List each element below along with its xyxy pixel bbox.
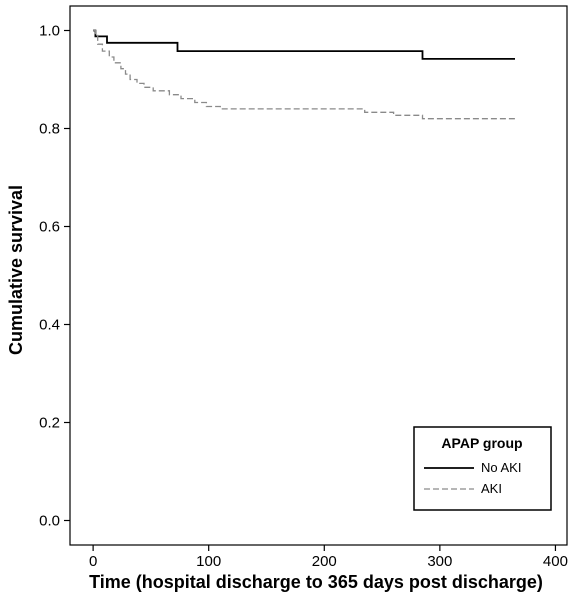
x-tick-label: 0 xyxy=(89,553,97,570)
y-tick-label: 0.2 xyxy=(39,415,60,432)
x-axis-title: Time (hospital discharge to 365 days pos… xyxy=(89,572,543,592)
legend-label-aki: AKI xyxy=(481,481,502,496)
x-tick-label: 400 xyxy=(543,553,568,570)
x-axis-ticks: 0 100 200 300 400 xyxy=(89,545,568,570)
survival-curves xyxy=(93,29,515,120)
series-line-aki xyxy=(93,29,515,120)
legend: APAP group No AKI AKI xyxy=(413,426,552,511)
y-tick-label: 0.8 xyxy=(39,121,60,138)
x-tick-label: 200 xyxy=(312,553,337,570)
y-axis-title: Cumulative survival xyxy=(6,185,26,355)
x-tick-label: 300 xyxy=(427,553,452,570)
x-tick-label: 100 xyxy=(196,553,221,570)
y-tick-label: 0.4 xyxy=(39,317,60,334)
series-line-no-aki xyxy=(93,29,515,60)
plot-frame xyxy=(69,5,568,546)
y-tick-label: 1.0 xyxy=(39,23,60,40)
y-tick-label: 0.6 xyxy=(39,219,60,236)
legend-title: APAP group xyxy=(441,435,522,451)
y-axis-ticks: 0.0 0.2 0.4 0.6 0.8 1.0 xyxy=(39,23,70,530)
y-tick-label: 0.0 xyxy=(39,513,60,530)
legend-label-no-aki: No AKI xyxy=(481,460,521,475)
